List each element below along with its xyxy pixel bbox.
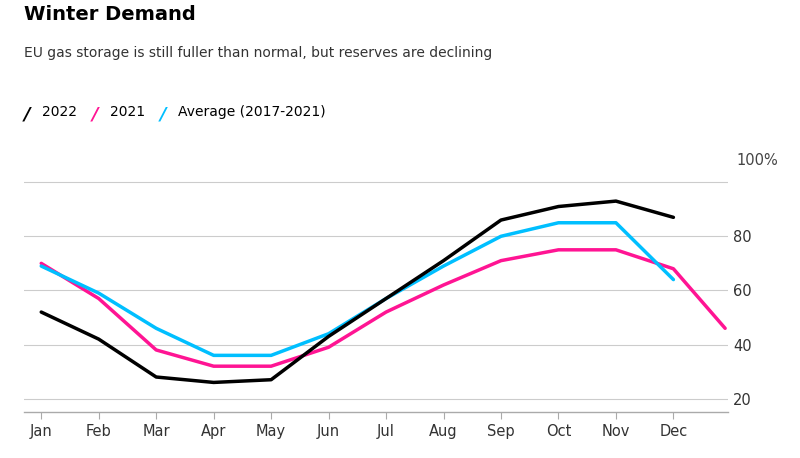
Text: 100%: 100% (736, 153, 778, 169)
Text: /: / (92, 105, 98, 123)
Text: EU gas storage is still fuller than normal, but reserves are declining: EU gas storage is still fuller than norm… (24, 46, 492, 60)
Text: /: / (160, 105, 166, 123)
Text: 2021: 2021 (110, 105, 145, 120)
Text: 2022: 2022 (42, 105, 77, 120)
Text: Winter Demand: Winter Demand (24, 5, 196, 23)
Text: /: / (24, 105, 30, 123)
Text: Average (2017-2021): Average (2017-2021) (178, 105, 326, 120)
